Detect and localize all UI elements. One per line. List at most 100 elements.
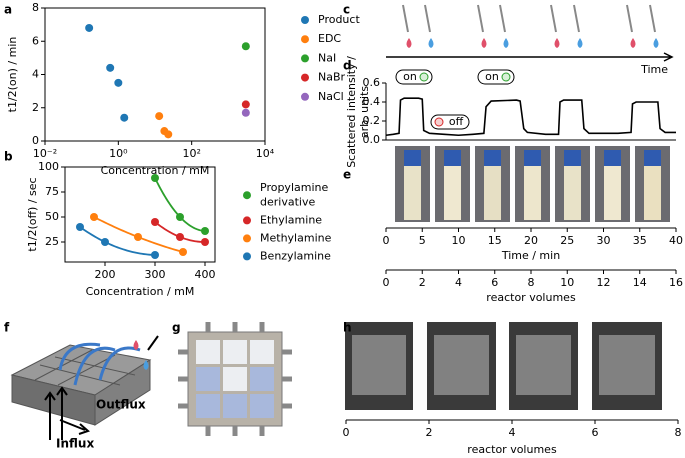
point — [241, 42, 250, 51]
x-tick-label: 2 — [419, 276, 426, 289]
legend-marker — [301, 92, 309, 101]
legend-label: EDC — [318, 32, 341, 45]
point — [241, 108, 250, 117]
x2-axis-label: reactor volumes — [486, 291, 576, 304]
x-tick-label: 35 — [633, 234, 647, 247]
panel-letter: e — [343, 168, 351, 182]
x-tick-label: 30 — [597, 234, 611, 247]
x-tick-label: 5 — [419, 234, 426, 247]
y-tick-label: 0 — [32, 134, 39, 147]
point — [201, 227, 209, 235]
y-tick-label: 0.4 — [363, 95, 381, 108]
panel-letter: f — [4, 321, 10, 335]
point — [155, 112, 164, 121]
y-tick-label: 6 — [32, 34, 39, 47]
on-label: on — [403, 70, 417, 83]
legend-label: Methylamine — [260, 231, 332, 244]
point — [151, 218, 159, 226]
panel-letter: h — [343, 321, 352, 335]
x-tick-label: 4 — [455, 276, 462, 289]
y-axis-label: arb. units — [358, 86, 371, 139]
point — [176, 213, 184, 221]
point — [120, 113, 129, 122]
badges — [395, 69, 515, 130]
x-tick-label: 2 — [426, 426, 433, 439]
point — [101, 238, 109, 246]
x-tick-label: 300 — [145, 268, 166, 281]
time-arrow — [386, 52, 674, 62]
point — [151, 251, 159, 259]
y-axis-label: t1/2(on) / min — [6, 37, 19, 113]
x-axis-label: Concentration / mM — [86, 285, 195, 298]
x-tick-label: 4 — [509, 426, 516, 439]
y-tick-label: 0.6 — [363, 76, 381, 89]
panel-letter: b — [4, 150, 13, 164]
x-tick-label: 14 — [633, 276, 647, 289]
legend-marker — [301, 54, 309, 63]
x-tick-label: 6 — [592, 426, 599, 439]
point — [201, 238, 209, 246]
point — [179, 248, 187, 256]
x-tick-label: 10 — [452, 234, 466, 247]
y-tick-label: 75 — [45, 185, 59, 198]
plot-frame — [64, 166, 216, 263]
x-tick-label: 0 — [383, 234, 390, 247]
legend-label: Benzylamine — [260, 249, 331, 262]
pipettes — [402, 4, 656, 33]
reactor-topview — [178, 322, 292, 436]
x-axis-label: reactor volumes — [467, 443, 557, 456]
x-tick-label: 0 — [343, 426, 350, 439]
drops — [406, 38, 659, 48]
y-tick-label: 2 — [32, 101, 39, 114]
legend-label: NaBr — [318, 71, 346, 84]
legend-marker — [301, 35, 309, 44]
point — [90, 213, 98, 221]
legend-label: Propylamine derivative — [260, 181, 328, 208]
y-tick-label: 4 — [32, 68, 39, 81]
y-tick-label: 0.2 — [363, 114, 381, 127]
fit-curve — [79, 226, 156, 256]
x-axis-label: Time / min — [501, 249, 560, 262]
legend-marker — [243, 252, 251, 261]
outflux-label: Outflux — [96, 398, 146, 412]
legend-label: NaI — [318, 51, 336, 64]
y-axis-label: Scattered intensity / — [345, 56, 358, 168]
point — [151, 174, 159, 182]
point — [114, 78, 123, 87]
on-label: on — [485, 70, 499, 83]
point — [164, 130, 173, 139]
legend-marker — [243, 234, 251, 243]
legend-marker — [301, 16, 309, 24]
x-tick-label: 15 — [488, 234, 502, 247]
y-tick-label: 25 — [45, 235, 59, 248]
reactor-illustration — [10, 335, 159, 440]
x-tick-label: 10 — [560, 276, 574, 289]
panel-letter: a — [4, 3, 12, 17]
legend-marker — [243, 216, 251, 225]
x-tick-label: 200 — [95, 268, 116, 281]
time-arrow-label: Time — [640, 63, 668, 76]
legend-label: Ethylamine — [260, 213, 322, 226]
point — [241, 100, 250, 109]
grid-photos — [345, 322, 662, 410]
x-tick-label: 10² — [182, 147, 200, 160]
x-tick-label: 10⁻² — [33, 147, 57, 160]
point — [134, 233, 142, 241]
legend-marker — [243, 191, 251, 200]
legend-marker — [301, 73, 309, 82]
legend-label: Product — [318, 13, 360, 26]
x-tick-label: 8 — [528, 276, 535, 289]
point — [85, 23, 94, 32]
y-tick-label: 8 — [32, 1, 39, 14]
y-tick-label: 0.0 — [363, 133, 381, 146]
x-tick-label: 20 — [524, 234, 538, 247]
off-label: off — [449, 115, 464, 128]
x-tick-label: 25 — [560, 234, 574, 247]
x-tick-label: 16 — [669, 276, 683, 289]
y-tick-label: 100 — [38, 160, 59, 173]
legend-label: NaCl — [318, 90, 344, 103]
x-tick-label: 12 — [597, 276, 611, 289]
x-tick-label: 10⁴ — [256, 147, 275, 160]
x-tick-label: 400 — [195, 268, 216, 281]
